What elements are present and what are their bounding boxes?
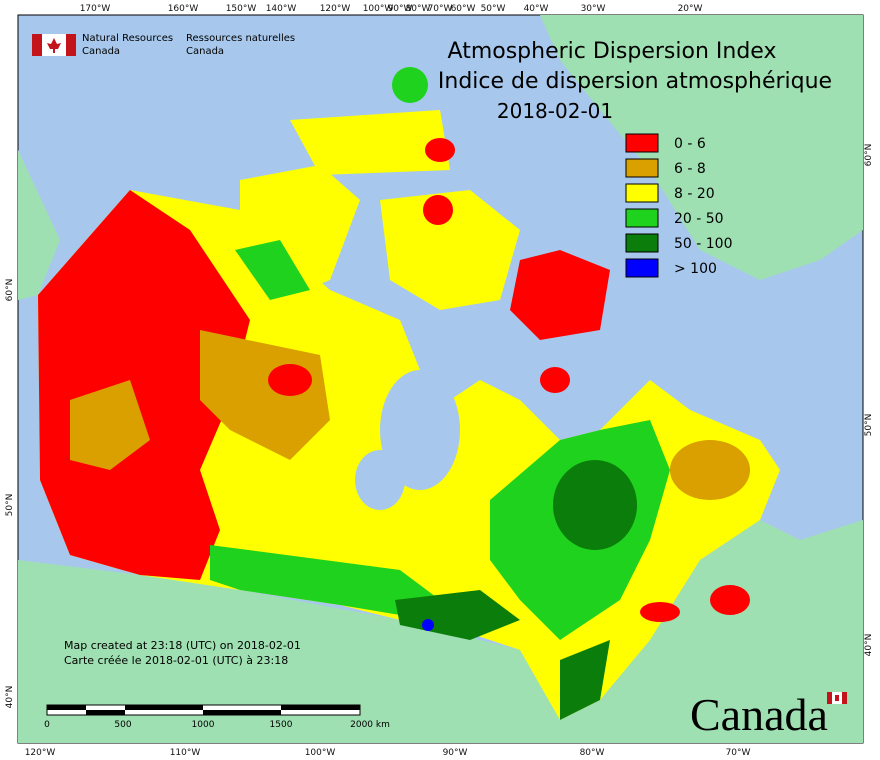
wordmark-flag-band	[842, 692, 847, 704]
moderate-zone	[670, 440, 750, 500]
baffin-low	[510, 250, 610, 340]
legend-swatch	[625, 208, 659, 228]
graticule-label: 60°N	[5, 279, 15, 302]
graticule-label: 150°W	[226, 4, 257, 14]
graticule-label: 40°N	[864, 634, 874, 657]
alaska-land	[18, 150, 60, 300]
blue-patch	[422, 619, 434, 631]
legend-swatch	[625, 158, 659, 178]
graticule-label: 120°W	[320, 4, 351, 14]
red-patch	[710, 585, 750, 615]
graticule-label: 50°N	[864, 414, 874, 437]
graticule-label: 100°W	[363, 4, 394, 14]
header-fr: Canada	[186, 46, 224, 57]
header-fr: Ressources naturelles	[186, 33, 295, 44]
title: Indice de dispersion atmosphérique	[438, 69, 832, 94]
graticule-label: 50°W	[481, 4, 506, 14]
footnote: Carte créée le 2018-02-01 (UTC) à 23:18	[64, 654, 288, 667]
red-patch	[640, 602, 680, 622]
scale-label: 1500	[270, 720, 293, 730]
scale-label: 500	[114, 720, 131, 730]
legend-label: 50 - 100	[674, 236, 733, 252]
graticule-label: 110°W	[170, 748, 201, 758]
east-very-good-zone	[553, 460, 637, 550]
legend-label: 20 - 50	[674, 211, 724, 227]
legend-label: 6 - 8	[674, 161, 706, 177]
date: 2018-02-01	[497, 99, 613, 123]
graticule-label: 100°W	[305, 748, 336, 758]
graticule-label: 70°W	[428, 4, 453, 14]
legend-label: > 100	[674, 261, 717, 277]
header-en: Canada	[82, 46, 120, 57]
arctic-island	[380, 190, 520, 310]
graticule-label: 20°W	[678, 4, 703, 14]
south-good-zone	[210, 545, 440, 615]
graticule-label: 90°W	[388, 4, 413, 14]
graticule-label: 80°W	[580, 748, 605, 758]
footnote: Map created at 23:18 (UTC) on 2018-02-01	[64, 639, 301, 652]
red-patch	[268, 364, 312, 396]
title: Atmospheric Dispersion Index	[448, 39, 777, 64]
moderate-zone	[200, 330, 330, 460]
graticule-label: 140°W	[266, 4, 297, 14]
graticule-label: 40°W	[524, 4, 549, 14]
graticule-label: 30°W	[581, 4, 606, 14]
west-low-zone	[38, 190, 250, 580]
green-patch	[392, 67, 428, 103]
graticule-label: 70°W	[726, 748, 751, 758]
hudson-bay	[355, 450, 405, 510]
graticule-label: 120°W	[25, 748, 56, 758]
greenland-land	[540, 15, 863, 280]
red-patch	[540, 367, 570, 393]
arctic-island	[290, 110, 450, 175]
scale-seg	[47, 705, 86, 710]
wordmark: Canada	[690, 689, 828, 740]
scale-seg	[281, 705, 360, 710]
wordmark-flag-leaf	[835, 695, 839, 701]
graticule-label: 60°N	[864, 144, 874, 167]
scale-bar	[46, 704, 361, 716]
graticule-label: 40°N	[5, 686, 15, 709]
arctic-island-good	[235, 240, 310, 300]
scale-label: 2000 km	[350, 720, 390, 730]
red-patch	[425, 138, 455, 162]
graticule-label: 60°W	[451, 4, 476, 14]
graticule-label: 50°N	[5, 494, 15, 517]
scale-seg	[203, 710, 281, 715]
flag-leaf	[47, 38, 61, 53]
scale-label: 0	[44, 720, 50, 730]
graticule-label: 90°W	[443, 748, 468, 758]
moderate-zone	[70, 380, 150, 470]
wordmark-flag-band	[827, 692, 832, 704]
legend-swatch	[625, 233, 659, 253]
hudson-bay	[380, 370, 460, 490]
header-en: Natural Resources	[82, 33, 173, 44]
flag-band	[66, 34, 76, 56]
scale-seg	[86, 710, 125, 715]
legend-swatch	[625, 258, 659, 278]
legend-label: 0 - 6	[674, 136, 706, 152]
graticule-label: 170°W	[80, 4, 111, 14]
flag-band	[32, 34, 42, 56]
legend-swatch	[625, 183, 659, 203]
red-patch	[423, 195, 453, 225]
graticule-label: 80°W	[406, 4, 431, 14]
scale-label: 1000	[192, 720, 215, 730]
great-lakes-very-good	[560, 640, 610, 720]
graticule-label: 160°W	[168, 4, 199, 14]
legend-swatch	[625, 133, 659, 153]
legend-label: 8 - 20	[674, 186, 715, 202]
scale-seg	[125, 705, 203, 710]
